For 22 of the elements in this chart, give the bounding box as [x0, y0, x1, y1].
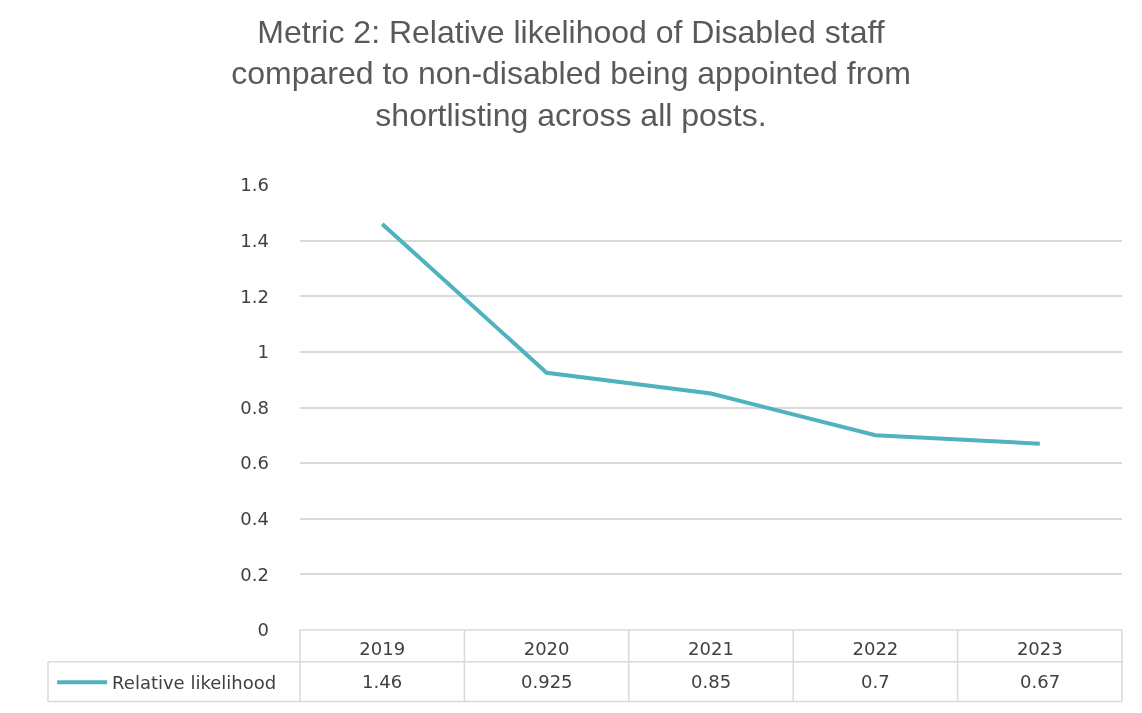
chart-title: Metric 2: Relative likelihood of Disabled staff compared to non-disabled being appointed from shortlisting across all posts. [231, 13, 911, 133]
y-tick-label: 0 [257, 619, 269, 641]
x-tick-label: 2020 [523, 638, 570, 659]
data-label: 0.85 [691, 671, 732, 692]
y-tick-label: 0.4 [240, 508, 269, 530]
y-tick-label: 0.6 [240, 452, 269, 474]
data-label: 0.7 [861, 671, 890, 692]
legend-label: Relative likelihood [112, 672, 277, 694]
x-tick-label: 2022 [852, 638, 899, 659]
y-tick-label: 1.4 [240, 229, 269, 251]
x-tick-label: 2023 [1016, 638, 1063, 659]
data-label: 0.925 [521, 671, 573, 692]
data-label: 0.67 [1020, 671, 1061, 692]
y-tick-label: 1 [257, 341, 269, 363]
y-tick-label: 0.2 [240, 563, 269, 585]
data-label: 1.46 [362, 671, 403, 692]
y-tick-label: 1.6 [240, 174, 269, 196]
x-tick-label: 2021 [688, 638, 734, 659]
x-tick-label: 2019 [359, 638, 406, 659]
y-tick-label: 1.2 [240, 285, 269, 307]
y-tick-label: 0.8 [240, 396, 269, 418]
line-series [380, 221, 1042, 446]
